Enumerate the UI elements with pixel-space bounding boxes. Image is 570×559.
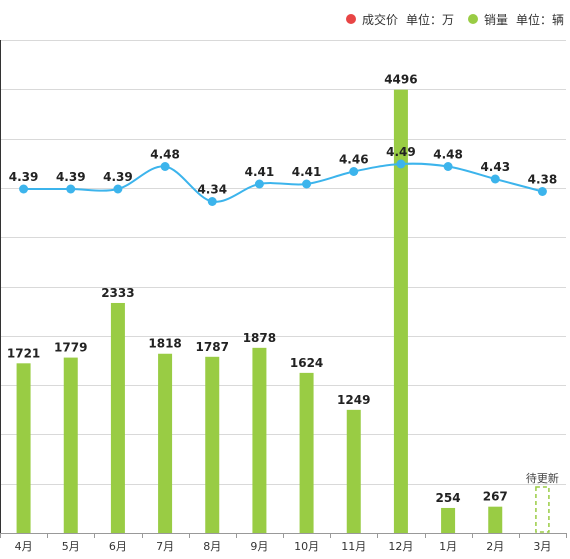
bar-value-label: 2333	[101, 286, 134, 300]
bar-value-label: 1249	[337, 393, 370, 407]
bar-value-label: 1721	[7, 346, 40, 360]
bar	[252, 347, 267, 533]
price-point	[302, 179, 312, 189]
price-point	[113, 184, 123, 194]
price-value-label: 4.39	[9, 170, 39, 184]
x-tick-label: 4月	[15, 540, 33, 553]
bar	[16, 363, 31, 533]
legend-dot-price-icon	[345, 14, 356, 24]
x-tick-label: 2月	[486, 540, 504, 553]
bar	[346, 409, 361, 533]
price-point	[443, 162, 453, 171]
x-tick-label: 12月	[388, 540, 413, 553]
price-value-label: 4.41	[245, 165, 275, 179]
price-value-label: 4.43	[480, 160, 510, 174]
legend-item-price[interactable]: 成交价 单位：万	[345, 11, 454, 28]
bar-pending	[535, 486, 550, 533]
legend-label-sales: 销量	[483, 12, 508, 27]
price-value-label: 4.39	[56, 170, 86, 184]
legend: 成交价 单位：万 销量 单位：辆	[332, 9, 564, 29]
x-tick-label: 5月	[62, 540, 80, 553]
price-value-label: 4.48	[150, 148, 180, 162]
bar	[441, 507, 456, 533]
price-point	[160, 162, 170, 171]
price-point	[207, 197, 217, 206]
bar-value-label: 267	[483, 490, 508, 504]
x-tick-label: 9月	[250, 540, 268, 553]
legend-item-sales[interactable]: 销量 单位：辆	[467, 11, 564, 28]
price-value-label: 4.49	[386, 145, 416, 159]
legend-unit-sales: 单位：辆	[515, 12, 564, 27]
legend-unit-price: 单位：万	[405, 12, 454, 27]
price-line	[23, 162, 543, 203]
price-value-label: 4.41	[292, 165, 322, 179]
bar	[110, 302, 125, 533]
price-point	[537, 187, 547, 196]
bar	[488, 506, 503, 533]
legend-dot-sales-icon	[467, 14, 478, 24]
bar-value-label: 1818	[148, 337, 181, 351]
bar-value-label: 4496	[384, 73, 417, 87]
x-tick-label: 3月	[533, 540, 551, 553]
price-value-label: 4.48	[433, 148, 463, 162]
legend-label-price: 成交价	[361, 12, 398, 27]
price-point	[254, 179, 264, 189]
price-point	[490, 174, 500, 184]
x-tick-label: 11月	[341, 540, 366, 553]
bar	[393, 89, 408, 533]
price-value-label: 4.39	[103, 170, 133, 184]
bar	[299, 372, 314, 533]
bar-value-label: 1787	[196, 340, 229, 354]
x-tick-label: 10月	[294, 540, 319, 553]
x-tick-label: 8月	[203, 540, 221, 553]
bar-pending-label: 待更新	[526, 471, 559, 485]
price-point	[66, 184, 76, 194]
price-value-label: 4.34	[197, 183, 227, 197]
bar-value-label: 1779	[54, 341, 87, 355]
x-tick-label: 7月	[156, 540, 174, 553]
bar-value-label: 1624	[290, 356, 323, 370]
x-tick-label: 6月	[109, 540, 127, 553]
bar	[63, 357, 78, 533]
bar	[205, 356, 220, 533]
price-point	[396, 159, 406, 169]
bar	[158, 353, 173, 533]
price-point	[19, 184, 29, 194]
bar-value-label: 1878	[243, 331, 276, 345]
x-tick-label: 1月	[439, 540, 457, 553]
bar-value-label: 254	[436, 491, 461, 505]
price-value-label: 4.38	[528, 173, 558, 187]
price-point	[349, 167, 359, 176]
price-value-label: 4.46	[339, 153, 369, 167]
